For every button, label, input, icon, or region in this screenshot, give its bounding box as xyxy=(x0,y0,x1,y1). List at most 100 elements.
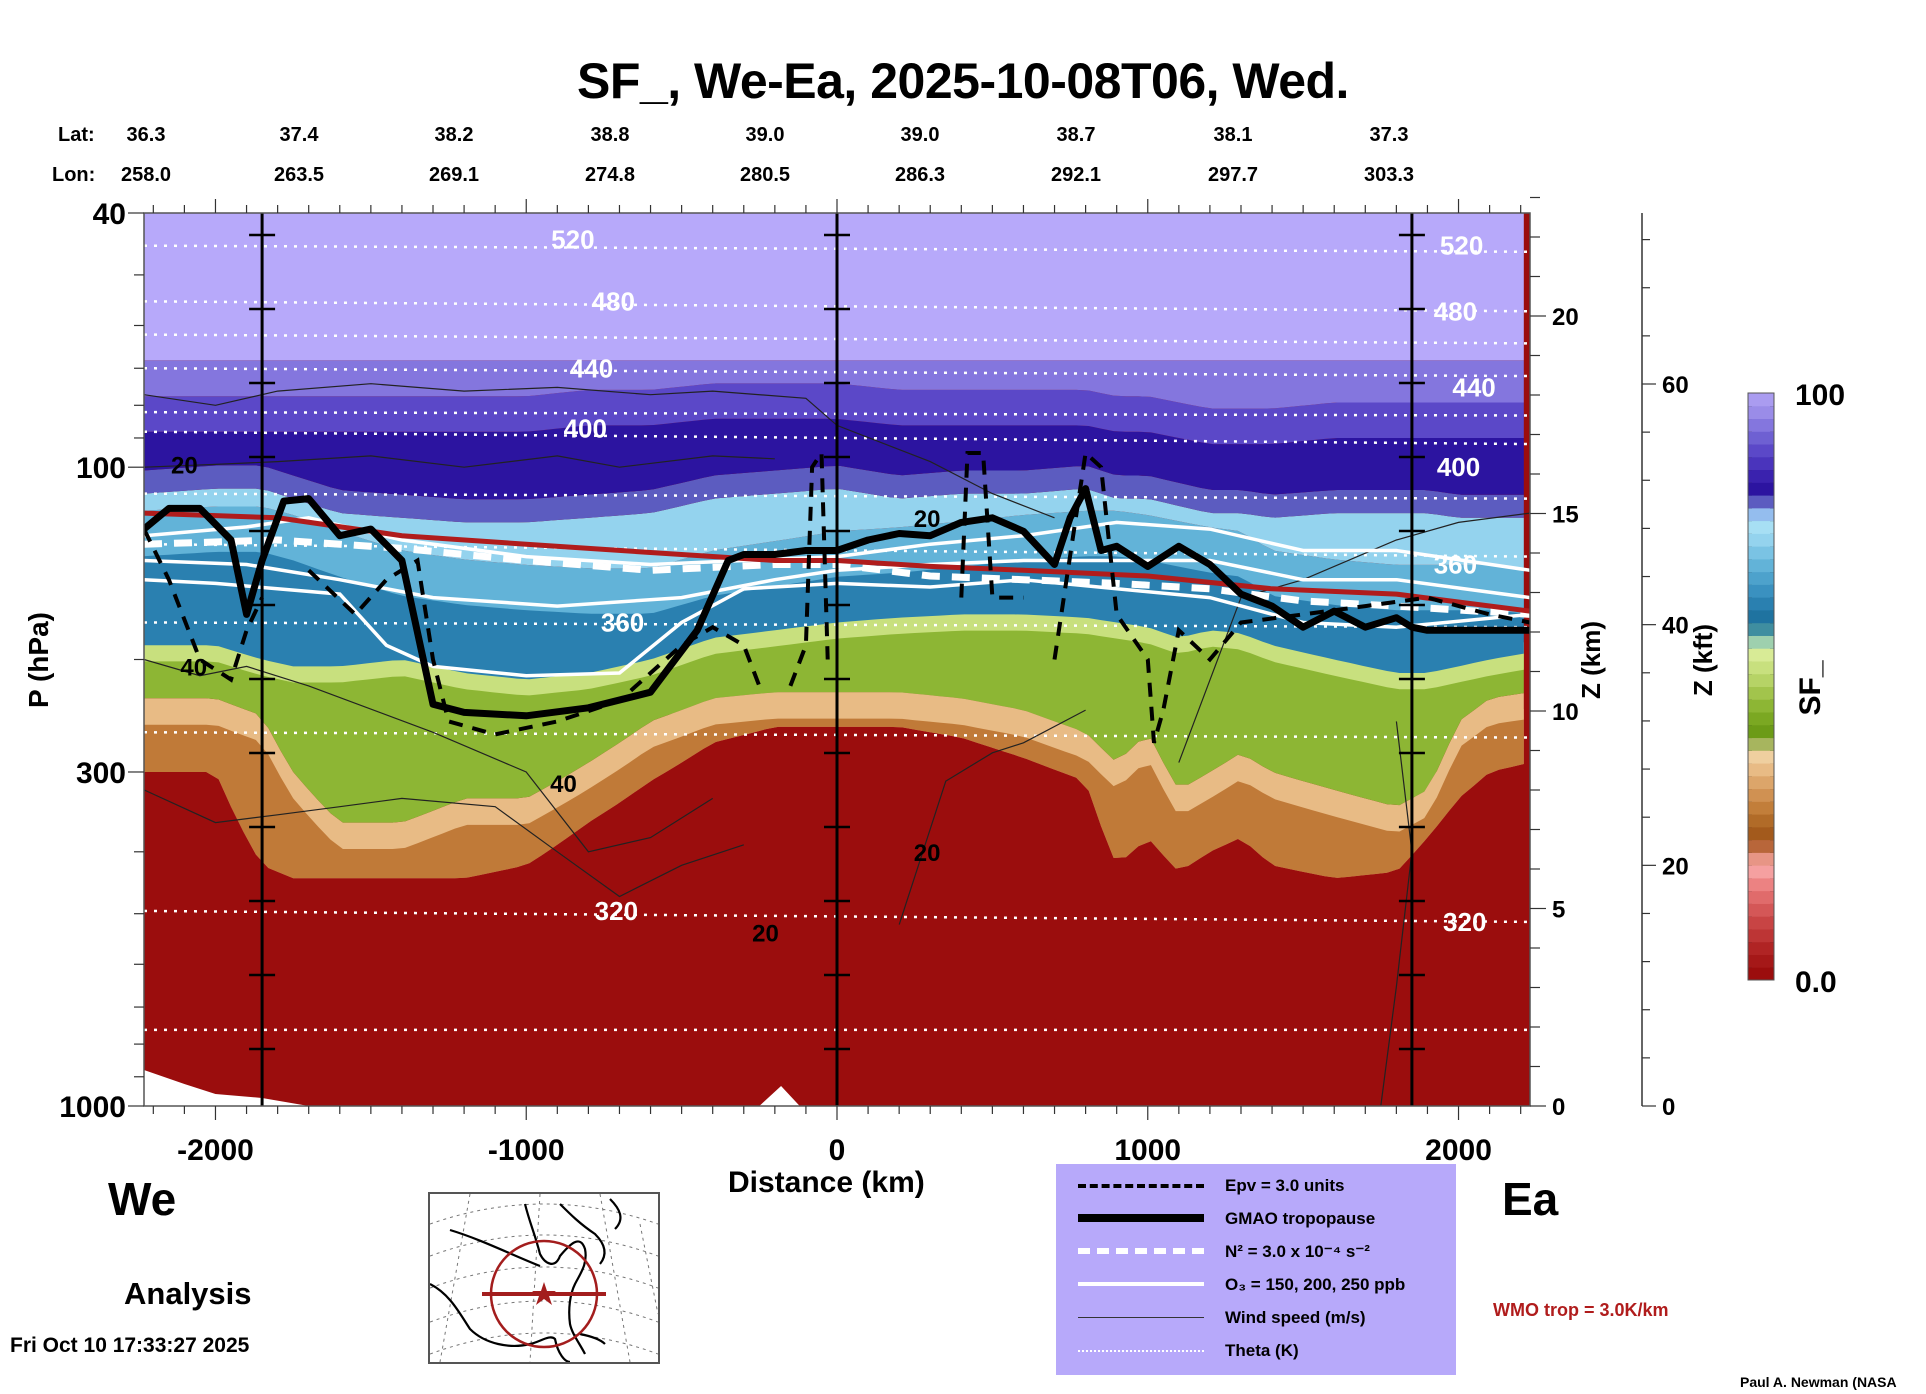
wind-speed-label: 20 xyxy=(752,920,779,947)
legend-label: Wind speed (m/s) xyxy=(1225,1308,1366,1327)
legend-item: Wind speed (m/s) xyxy=(1056,1302,1456,1332)
colorbar-swatch xyxy=(1748,558,1774,573)
field-band-tan xyxy=(144,692,1524,849)
wmo-tropopause-note: WMO trop = 3.0K/km xyxy=(1493,1300,1669,1320)
lat-value: 38.7 xyxy=(1056,124,1096,146)
colorbar-swatch xyxy=(1748,520,1774,534)
z-kft-tick-label: 20 xyxy=(1662,853,1689,880)
colorbar-swatch xyxy=(1748,699,1774,713)
location-minimap xyxy=(428,1192,660,1364)
legend-label: Epv = 3.0 units xyxy=(1225,1176,1345,1195)
colorbar-swatch xyxy=(1748,839,1774,853)
colorbar-swatch xyxy=(1748,686,1774,700)
epv-contour xyxy=(307,557,762,737)
map-center-star-icon xyxy=(532,1282,556,1305)
theta-label: 320 xyxy=(595,896,638,926)
field-band-lavender xyxy=(144,213,1524,361)
colorbar-swatch xyxy=(1748,916,1774,930)
x-tick-label: 0 xyxy=(829,1134,846,1167)
field-band-purple xyxy=(144,383,1524,445)
run-type-label: Analysis xyxy=(124,1276,252,1311)
epv-contour xyxy=(959,451,1024,600)
x-axis-label: Distance (km) xyxy=(728,1166,925,1199)
gmao-tropopause-line xyxy=(144,485,1530,720)
legend-swatch-white-dashed xyxy=(1078,1248,1204,1254)
lat-value: 38.8 xyxy=(590,124,630,146)
colorbar-swatch xyxy=(1748,763,1774,777)
wind-speed-contour xyxy=(898,709,1086,925)
wind-speed-contour xyxy=(144,383,1055,519)
legend-swatch-white-solid xyxy=(1078,1282,1204,1286)
lon-value: 269.1 xyxy=(428,164,480,186)
theta-contour xyxy=(144,542,1530,558)
colorbar-swatch xyxy=(1748,801,1774,815)
lon-value: 274.8 xyxy=(584,164,636,186)
x-tick-label: 1000 xyxy=(1114,1134,1181,1167)
z-kft-tick-label: 60 xyxy=(1662,372,1689,399)
lon-value: 258.0 xyxy=(120,164,172,186)
theta-label: 320 xyxy=(1443,907,1486,937)
theta-label: 400 xyxy=(1437,452,1480,482)
colorbar-swatch xyxy=(1748,903,1774,917)
terrain-mask xyxy=(144,1070,309,1106)
colorbar-swatch xyxy=(1748,660,1774,675)
colorbar-swatch xyxy=(1748,967,1774,981)
z-km-tick-label: 10 xyxy=(1552,699,1579,726)
colorbar-swatch xyxy=(1748,673,1774,687)
field-band-green xyxy=(144,614,1524,823)
theta-label: 480 xyxy=(592,286,635,316)
map-graticule xyxy=(429,1193,659,1363)
colorbar-swatch xyxy=(1748,648,1774,662)
colorbar-label: SF_ xyxy=(1794,660,1827,715)
y-tick-label: 300 xyxy=(76,757,126,790)
z-kft-tick-label: 0 xyxy=(1662,1094,1675,1121)
wind-speed-label: 40 xyxy=(180,654,207,681)
lon-value: 286.3 xyxy=(894,164,946,186)
z-km-tick-label: 0 xyxy=(1552,1094,1565,1121)
lat-value: 37.4 xyxy=(279,124,319,146)
field-band-blue xyxy=(144,535,1524,680)
colorbar-swatch xyxy=(1748,865,1774,879)
colorbar-swatch xyxy=(1748,495,1774,509)
wind-speed-label: 20 xyxy=(171,452,198,479)
field-band-slate xyxy=(144,465,1524,523)
colorbar-swatch xyxy=(1748,941,1774,955)
wind-speed-contour xyxy=(144,658,714,853)
theta-label: 360 xyxy=(1434,549,1477,579)
timestamp: Fri Oct 10 17:33:27 2025 xyxy=(10,1334,250,1357)
theta-contour xyxy=(144,244,1530,254)
y-tick-label: 40 xyxy=(93,198,126,231)
y-tick-label: 100 xyxy=(76,452,126,485)
legend-label: Theta (K) xyxy=(1225,1341,1299,1360)
field-band-midpurple xyxy=(144,360,1524,409)
legend-item: GMAO tropopause xyxy=(1056,1203,1456,1233)
legend-swatch-black-thick xyxy=(1078,1214,1204,1222)
lon-value: 292.1 xyxy=(1050,164,1102,186)
theta-contour xyxy=(144,410,1530,417)
colorbar-swatch xyxy=(1748,724,1774,739)
west-direction-label: We xyxy=(108,1173,177,1225)
theta-contour xyxy=(144,492,1530,500)
legend-item: Epv = 3.0 units xyxy=(1056,1170,1456,1200)
colorbar-swatch xyxy=(1748,877,1774,892)
field-band-brown xyxy=(144,713,1524,879)
colorbar-swatch xyxy=(1748,635,1774,649)
legend-swatch-white-dotted xyxy=(1078,1350,1204,1352)
colorbar-max-label: 100 xyxy=(1795,379,1845,412)
terrain-mask xyxy=(759,1086,800,1106)
theta-contour xyxy=(144,731,1530,739)
lon-value: 280.5 xyxy=(739,164,791,186)
colorbar-swatch xyxy=(1748,954,1774,968)
x-tick-label: -2000 xyxy=(177,1134,254,1167)
theta-contour xyxy=(144,333,1530,345)
theta-label: 520 xyxy=(1440,231,1483,261)
theta-label: 360 xyxy=(601,607,644,637)
y-tick-label: 1000 xyxy=(59,1091,126,1124)
wind-speed-contour xyxy=(144,455,775,468)
x-tick-label: 2000 xyxy=(1425,1134,1492,1167)
lat-value: 38.1 xyxy=(1213,124,1253,146)
x-tick-label: -1000 xyxy=(488,1134,565,1167)
lon-value: 297.7 xyxy=(1207,164,1259,186)
field-band-darkpurple xyxy=(144,418,1524,500)
wind-speed-label: 40 xyxy=(550,771,577,798)
